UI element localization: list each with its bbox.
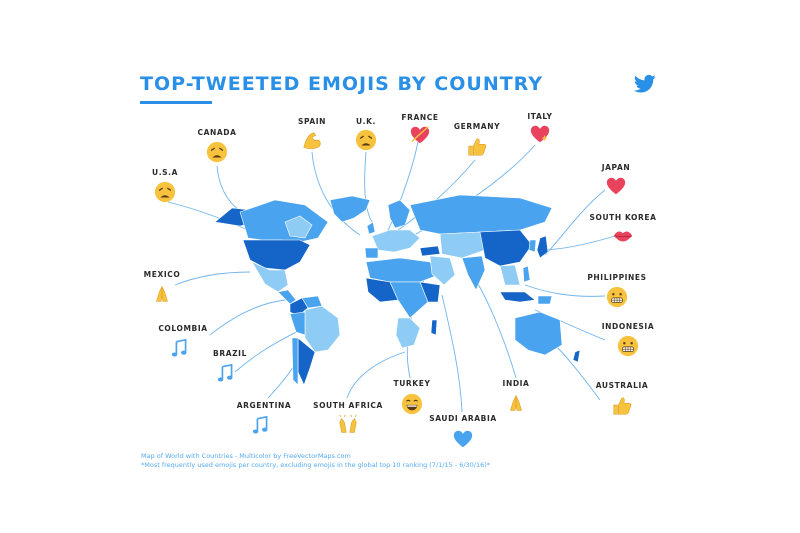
indonesia <box>499 291 536 303</box>
growing-heart-icon <box>606 177 626 195</box>
middle-east <box>429 255 456 286</box>
country-label-germany: GERMANY <box>453 122 501 131</box>
south-africa <box>395 317 421 349</box>
grimacing-face-icon <box>606 286 628 308</box>
source-credit: Map of World with Countries - Multicolor… <box>141 452 351 460</box>
folded-hands-icon <box>510 395 522 411</box>
europe <box>371 229 421 253</box>
country-label-south-africa: SOUTH AFRICA <box>313 401 383 410</box>
country-label-turkey: TURKEY <box>393 379 431 388</box>
country-label-japan: JAPAN <box>601 163 631 172</box>
blue-heart-icon <box>453 430 473 448</box>
canada-east <box>284 215 313 239</box>
country-label-spain: SPAIN <box>297 117 327 126</box>
central-america <box>277 289 297 305</box>
north-africa <box>365 257 439 283</box>
thumbs-up-icon <box>468 138 487 156</box>
papua <box>537 295 553 305</box>
connector-line <box>441 294 463 413</box>
peru <box>289 311 306 336</box>
west-africa <box>365 277 399 303</box>
country-label-mexico: MEXICO <box>143 270 181 279</box>
folded-hands-icon <box>156 286 168 302</box>
connector-line <box>364 151 373 223</box>
country-label-colombia: COLOMBIA <box>158 324 208 333</box>
connector-line <box>311 151 361 236</box>
flexed-biceps-icon <box>303 132 321 149</box>
weary-face-icon <box>206 141 228 163</box>
mexico <box>251 261 289 293</box>
twitter-bird-icon <box>634 74 656 93</box>
connector-line <box>209 299 286 336</box>
philippines <box>522 265 531 283</box>
usa <box>242 239 311 271</box>
weary-face-icon <box>154 181 176 203</box>
scandinavia <box>387 199 411 229</box>
title-underline <box>140 101 212 104</box>
connector-line <box>554 344 601 401</box>
land-masses <box>214 194 581 386</box>
sparkling-heart-icon <box>530 125 550 143</box>
southeast-asia <box>499 264 521 286</box>
connector-line <box>346 351 406 399</box>
methodology-note: *Most frequently used emojis per country… <box>141 461 491 469</box>
thumbs-up-icon <box>613 397 632 415</box>
weary-face-icon <box>355 129 377 151</box>
grinning-face-icon <box>401 393 423 415</box>
kiss-mark-icon <box>613 231 633 242</box>
spain <box>364 247 379 259</box>
greenland <box>329 195 371 223</box>
musical-notes-icon <box>252 415 268 434</box>
country-label-saudi-arabia: SAUDI ARABIA <box>429 414 497 423</box>
chile <box>291 337 299 386</box>
turkey <box>419 245 441 257</box>
country-label-france: FRANCE <box>401 113 439 122</box>
country-label-uk: U.K. <box>355 117 377 126</box>
india <box>461 255 486 291</box>
korea <box>528 239 537 253</box>
madagascar <box>430 319 438 336</box>
connector-line <box>167 201 249 231</box>
brazil <box>304 305 341 353</box>
central-africa <box>389 281 429 319</box>
connector-line <box>174 271 251 286</box>
connector-line <box>476 281 517 379</box>
country-label-indonesia: INDONESIA <box>601 322 655 331</box>
japan <box>536 235 549 259</box>
musical-notes-icon <box>171 338 187 357</box>
country-label-canada: CANADA <box>197 128 237 137</box>
connector-line <box>524 284 606 297</box>
connector-line <box>385 141 419 236</box>
country-label-south-korea: SOUTH KOREA <box>589 213 657 222</box>
uk <box>366 221 376 235</box>
east-africa <box>419 281 441 303</box>
heart-with-arrow-icon <box>410 126 430 144</box>
connector-line <box>544 189 606 256</box>
musical-notes-icon <box>217 363 233 382</box>
page-title: TOP-TWEETED EMOJIS BY COUNTRY <box>140 73 544 95</box>
connector-line <box>234 329 301 373</box>
central-asia <box>439 231 486 259</box>
canada <box>239 199 329 243</box>
country-label-india: INDIA <box>502 379 530 388</box>
russia <box>409 194 553 235</box>
china <box>479 229 533 267</box>
country-label-italy: ITALY <box>527 112 553 121</box>
country-label-australia: AUSTRALIA <box>595 381 649 390</box>
country-label-usa: U.S.A <box>152 168 178 177</box>
grimacing-face-icon <box>617 335 639 357</box>
australia <box>514 311 563 356</box>
country-label-brazil: BRAZIL <box>213 349 247 358</box>
country-label-philippines: PHILIPPINES <box>587 273 647 282</box>
new-zealand <box>572 349 581 363</box>
country-label-argentina: ARGENTINA <box>236 401 292 410</box>
raising-hands-icon <box>339 414 357 433</box>
